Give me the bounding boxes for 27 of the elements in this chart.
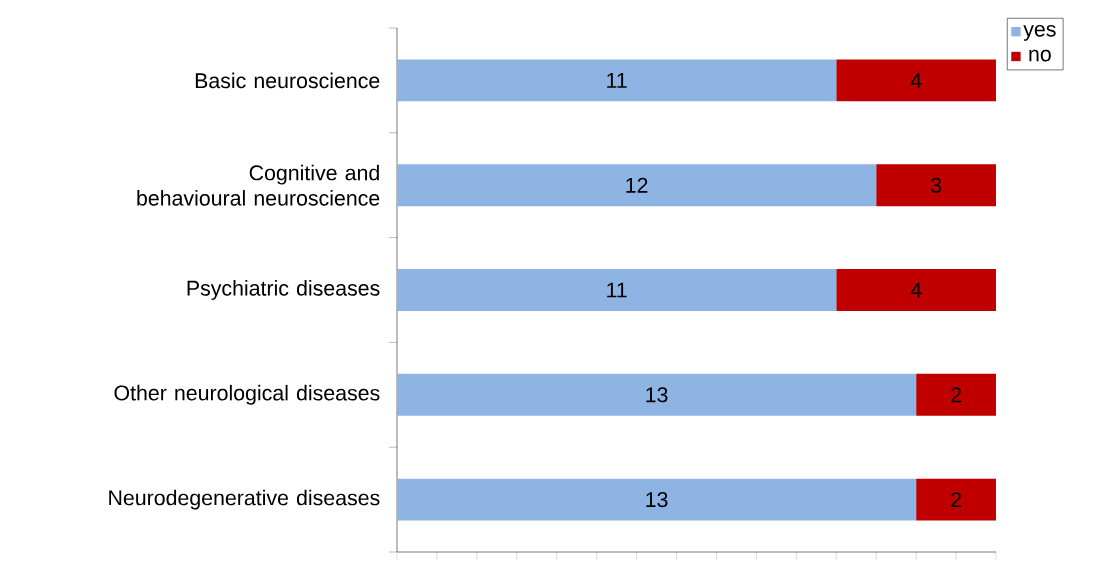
data-label: 13 bbox=[646, 492, 668, 508]
y-tick-label: Psychiatric diseases bbox=[187, 280, 380, 300]
y-tick-label: Cognitive and behavioural neuroscience bbox=[137, 164, 380, 206]
bar bbox=[397, 269, 837, 311]
data-label: 2 bbox=[951, 387, 961, 403]
bar bbox=[397, 373, 917, 416]
bar bbox=[397, 59, 837, 102]
data-label: 4 bbox=[910, 282, 922, 298]
y-tick-label: Basic neuroscience bbox=[195, 72, 380, 89]
bar bbox=[397, 478, 917, 521]
bar bbox=[916, 478, 997, 521]
y-tick-label: Neurodegenerative diseases bbox=[109, 489, 380, 510]
y-tick-label: Other neurological diseases bbox=[114, 384, 380, 405]
bar bbox=[836, 269, 997, 311]
bar bbox=[916, 373, 997, 416]
legend-label: yes bbox=[1023, 24, 1056, 41]
legend-label: no bbox=[1029, 49, 1051, 62]
data-label: 11 bbox=[607, 282, 627, 298]
data-label: 3 bbox=[930, 177, 942, 193]
bar bbox=[397, 164, 877, 207]
data-label: 13 bbox=[646, 387, 668, 403]
data-label: 12 bbox=[626, 177, 648, 193]
bar bbox=[836, 59, 997, 102]
data-label: 2 bbox=[951, 492, 961, 508]
data-label: 4 bbox=[910, 73, 922, 88]
data-label: 11 bbox=[607, 73, 627, 88]
bar bbox=[876, 164, 997, 207]
